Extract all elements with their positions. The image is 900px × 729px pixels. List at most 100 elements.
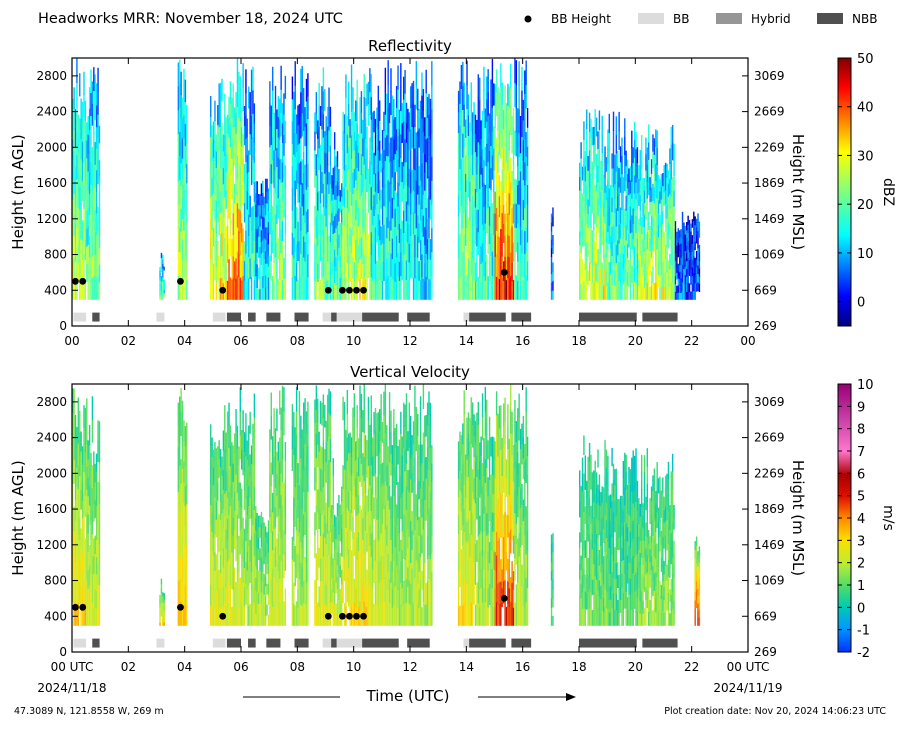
heatmap-cell	[217, 183, 218, 203]
heatmap-cell	[593, 213, 594, 231]
heatmap-cell	[413, 603, 414, 626]
heatmap-cell	[500, 181, 501, 205]
heatmap-cell	[462, 444, 463, 465]
heatmap-cell	[687, 241, 688, 250]
heatmap-cell	[265, 556, 266, 566]
heatmap-cell	[292, 121, 293, 144]
heatmap-cell	[324, 559, 325, 582]
heatmap-cell	[469, 181, 470, 201]
heatmap-cell	[465, 476, 466, 498]
heatmap-cell	[666, 286, 667, 300]
heatmap-cell	[399, 223, 400, 243]
heatmap-cell	[293, 196, 294, 217]
heatmap-cell	[464, 234, 465, 256]
heatmap-cell	[96, 83, 97, 105]
heatmap-cell	[411, 568, 412, 588]
heatmap-cell	[355, 220, 356, 240]
heatmap-cell	[249, 497, 250, 519]
heatmap-cell	[321, 129, 322, 151]
heatmap-cell	[645, 235, 646, 252]
heatmap-cell	[428, 578, 429, 602]
heatmap-cell	[478, 424, 479, 447]
heatmap-cell	[402, 240, 403, 260]
heatmap-cell	[326, 503, 327, 524]
heatmap-cell	[599, 148, 600, 167]
heatmap-cell	[352, 172, 353, 194]
heatmap-cell	[211, 531, 212, 550]
heatmap-cell	[480, 120, 481, 138]
heatmap-cell	[300, 184, 301, 208]
heatmap-cell	[390, 432, 391, 454]
heatmap-cell	[344, 244, 345, 263]
heatmap-cell	[648, 212, 649, 230]
heatmap-cell	[95, 209, 96, 232]
heatmap-cell	[368, 397, 369, 420]
heatmap-cell	[83, 581, 84, 604]
heatmap-cell	[673, 206, 674, 222]
heatmap-cell	[244, 183, 245, 203]
heatmap-cell	[220, 449, 221, 467]
heatmap-cell	[371, 232, 372, 255]
heatmap-cell	[596, 172, 597, 191]
heatmap-cell	[216, 233, 217, 250]
y-tick-label-right: 1869	[754, 176, 785, 190]
heatmap-cell	[496, 253, 497, 277]
heatmap-cell	[96, 278, 97, 300]
heatmap-cell	[359, 218, 360, 239]
heatmap-cell	[230, 212, 231, 234]
heatmap-cell	[385, 457, 386, 482]
heatmap-cell	[464, 213, 465, 235]
heatmap-cell	[579, 176, 580, 190]
heatmap-cell	[92, 82, 93, 104]
heatmap-cell	[285, 76, 286, 99]
bb-type-segment-nbb	[92, 313, 99, 322]
heatmap-cell	[351, 229, 352, 253]
heatmap-cell	[480, 246, 481, 264]
heatmap-cell	[586, 204, 587, 224]
heatmap-cell	[409, 150, 410, 169]
heatmap-cell	[86, 211, 87, 229]
heatmap-cell	[402, 606, 403, 625]
heatmap-cell	[244, 548, 245, 568]
heatmap-cell	[411, 587, 412, 607]
heatmap-cell	[320, 468, 321, 491]
heatmap-cell	[345, 488, 346, 508]
heatmap-cell	[407, 489, 408, 509]
heatmap-cell	[492, 155, 493, 180]
heatmap-cell	[76, 566, 77, 586]
heatmap-cell	[359, 577, 360, 602]
heatmap-cell	[324, 173, 325, 195]
heatmap-cell	[594, 147, 595, 167]
heatmap-cell	[462, 524, 463, 545]
heatmap-cell	[371, 510, 372, 534]
heatmap-cell	[73, 436, 74, 460]
heatmap-cell	[348, 568, 349, 588]
heatmap-cell	[262, 240, 263, 252]
heatmap-cell	[689, 228, 690, 237]
bb-height-point	[339, 287, 346, 294]
heatmap-cell	[248, 214, 249, 236]
heatmap-cell	[614, 227, 615, 242]
heatmap-cell	[499, 175, 500, 196]
heatmap-cell	[404, 603, 405, 626]
heatmap-cell	[385, 183, 386, 207]
heatmap-cell	[361, 533, 362, 557]
heatmap-cell	[282, 482, 283, 507]
heatmap-cell	[407, 548, 408, 568]
heatmap-cell	[162, 290, 163, 295]
heatmap-cell	[96, 522, 97, 540]
heatmap-cell	[335, 228, 336, 243]
heatmap-cell	[652, 283, 653, 300]
heatmap-cell	[380, 154, 381, 173]
heatmap-cell	[580, 142, 581, 158]
heatmap-cell	[317, 512, 318, 535]
heatmap-cell	[407, 223, 408, 243]
heatmap-cell	[359, 259, 360, 280]
heatmap-cell	[271, 555, 272, 579]
heatmap-cell	[635, 199, 636, 216]
heatmap-cell	[386, 565, 387, 586]
heatmap-cell	[345, 527, 346, 547]
heatmap-cell	[504, 214, 505, 236]
heatmap-cell	[683, 222, 684, 230]
heatmap-cell	[96, 539, 97, 557]
